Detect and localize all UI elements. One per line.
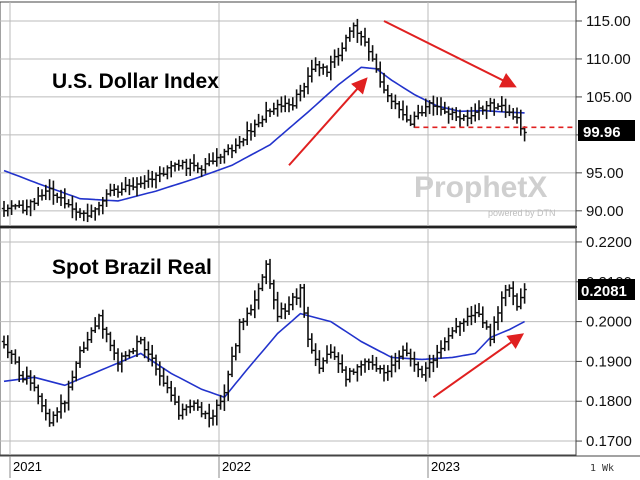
price-bars-layer	[1, 18, 527, 428]
price-tick-label: 105.00	[586, 89, 632, 106]
price-bar	[522, 283, 527, 304]
year-label: 2022	[222, 459, 251, 474]
watermark-brand: ProphetX	[414, 171, 547, 204]
price-tick-label: 110.00	[586, 51, 631, 68]
brl-last-value-badge: 0.2081	[578, 279, 635, 300]
date-axis-labels: 2021 2022 2023	[9, 456, 460, 478]
price-tick-label: 0.1700	[586, 433, 632, 450]
price-tick-label: 115.00	[586, 13, 631, 30]
watermark-tagline: powered by DTN	[488, 208, 556, 218]
timeframe-label[interactable]: 1 Wk	[590, 463, 614, 474]
usd-last-value-badge: 99.96	[578, 120, 635, 141]
date-axis-panel	[0, 456, 640, 480]
year-label: 2023	[431, 459, 460, 474]
usd-last-value-box	[578, 120, 635, 141]
usd-last-value: 99.96	[583, 124, 621, 141]
brl-plot-area[interactable]	[0, 227, 577, 456]
price-tick-label: 0.2200	[586, 234, 632, 251]
brl-last-value: 0.2081	[581, 283, 627, 300]
price-tick-label: 90.00	[586, 203, 624, 220]
price-bar	[522, 126, 527, 142]
price-axis-panel	[577, 0, 640, 480]
usd-chart-title: U.S. Dollar Index	[52, 70, 219, 93]
brl-last-value-box	[578, 279, 635, 300]
trend-arrow	[288, 77, 368, 166]
grid-layer	[0, 2, 576, 455]
price-tick-label: 0.1900	[586, 353, 632, 370]
trend-arrow	[432, 333, 525, 399]
trend-arrow	[383, 20, 517, 88]
usd-plot-area[interactable]	[0, 1, 577, 227]
brl-chart-title: Spot Brazil Real	[52, 256, 212, 279]
price-tick-label: 0.2000	[586, 314, 632, 331]
annotation-layer	[288, 20, 576, 399]
price-tick-label: 95.00	[586, 165, 624, 182]
price-tick-label: 0.1800	[586, 393, 632, 410]
watermark: ProphetX powered by DTN	[414, 171, 556, 218]
year-label: 2021	[13, 459, 42, 474]
